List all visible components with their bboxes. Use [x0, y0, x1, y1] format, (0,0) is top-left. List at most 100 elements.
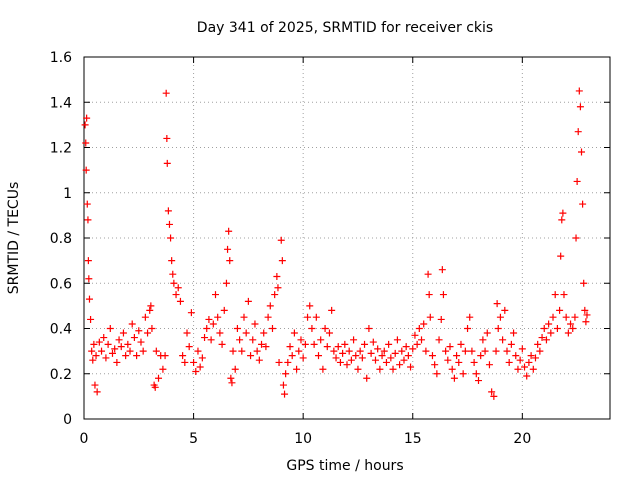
- data-point: [459, 370, 467, 378]
- data-point: [271, 291, 279, 299]
- data-point: [148, 325, 156, 332]
- data-point: [581, 306, 589, 314]
- data-point: [531, 354, 539, 362]
- data-point: [479, 336, 487, 344]
- data-point: [190, 358, 198, 366]
- data-point: [468, 347, 476, 355]
- y-tick-label: 1.2: [50, 141, 72, 157]
- data-point: [450, 374, 458, 382]
- data-point: [299, 354, 307, 362]
- data-point: [425, 291, 433, 299]
- data-point: [85, 295, 93, 303]
- data-point: [181, 358, 189, 366]
- data-point: [231, 365, 239, 373]
- data-point: [172, 291, 180, 299]
- data-point: [275, 358, 283, 366]
- data-point: [398, 347, 406, 355]
- data-point: [90, 340, 98, 348]
- data-point: [396, 361, 404, 369]
- data-point: [424, 270, 432, 278]
- data-point: [146, 306, 154, 314]
- data-point: [529, 365, 537, 373]
- data-point: [567, 320, 575, 328]
- data-point: [183, 329, 191, 337]
- data-point: [201, 334, 209, 342]
- data-point: [133, 352, 141, 360]
- x-tick-label: 0: [80, 431, 89, 447]
- data-point: [358, 354, 366, 362]
- data-point: [339, 349, 347, 357]
- data-point: [499, 336, 507, 344]
- data-point: [179, 352, 187, 360]
- data-point: [356, 347, 364, 355]
- data-point: [106, 325, 114, 332]
- data-point: [226, 257, 234, 265]
- data-point: [545, 320, 553, 328]
- data-point: [477, 352, 485, 360]
- data-point: [151, 383, 159, 391]
- data-point: [389, 365, 397, 373]
- data-point: [572, 234, 580, 242]
- x-tick-label: 5: [189, 431, 198, 447]
- data-point: [170, 279, 178, 287]
- data-point: [163, 159, 171, 167]
- data-point: [418, 336, 426, 344]
- data-point: [137, 338, 145, 346]
- data-point: [505, 358, 513, 366]
- data-point: [224, 245, 232, 253]
- data-point: [435, 336, 443, 344]
- data-point: [216, 329, 224, 337]
- y-tick-label: 0: [63, 412, 72, 428]
- data-point: [225, 227, 233, 235]
- data-point: [404, 352, 412, 360]
- data-point: [255, 356, 263, 364]
- data-point: [98, 347, 106, 355]
- data-point: [334, 343, 342, 351]
- data-point: [308, 325, 316, 332]
- data-point: [352, 352, 360, 360]
- data-point: [444, 356, 452, 364]
- data-point: [122, 352, 130, 360]
- data-point: [238, 347, 246, 355]
- data-point: [492, 347, 500, 355]
- data-point: [332, 354, 340, 362]
- x-tick-label: 10: [294, 431, 312, 447]
- data-point: [301, 340, 309, 348]
- data-point: [247, 352, 255, 360]
- data-point: [310, 340, 318, 348]
- data-point: [510, 329, 518, 337]
- data-point: [165, 220, 173, 228]
- data-point: [525, 358, 533, 366]
- data-point: [81, 121, 89, 129]
- data-point: [85, 275, 93, 283]
- data-point: [328, 306, 336, 314]
- data-point: [260, 329, 268, 337]
- data-point: [159, 365, 167, 373]
- data-point: [196, 363, 204, 371]
- x-tick-label: 20: [513, 431, 531, 447]
- data-point: [365, 325, 373, 332]
- data-point: [354, 365, 362, 373]
- data-point: [542, 336, 550, 344]
- data-point: [483, 329, 491, 337]
- data-point: [141, 313, 149, 321]
- data-point: [113, 358, 121, 366]
- y-tick-label: 0.6: [50, 276, 72, 292]
- data-point: [119, 329, 127, 337]
- data-point: [521, 363, 529, 371]
- data-point: [279, 381, 287, 389]
- data-point: [376, 365, 384, 373]
- data-point: [115, 336, 123, 344]
- data-point: [493, 300, 501, 308]
- data-point: [317, 336, 325, 344]
- data-point: [347, 356, 355, 364]
- data-point: [391, 349, 399, 357]
- data-point: [87, 315, 95, 323]
- data-point: [523, 372, 531, 380]
- data-point: [409, 345, 417, 353]
- data-point: [475, 377, 482, 385]
- data-point: [128, 320, 136, 328]
- data-point: [464, 325, 472, 332]
- data-point: [240, 313, 248, 321]
